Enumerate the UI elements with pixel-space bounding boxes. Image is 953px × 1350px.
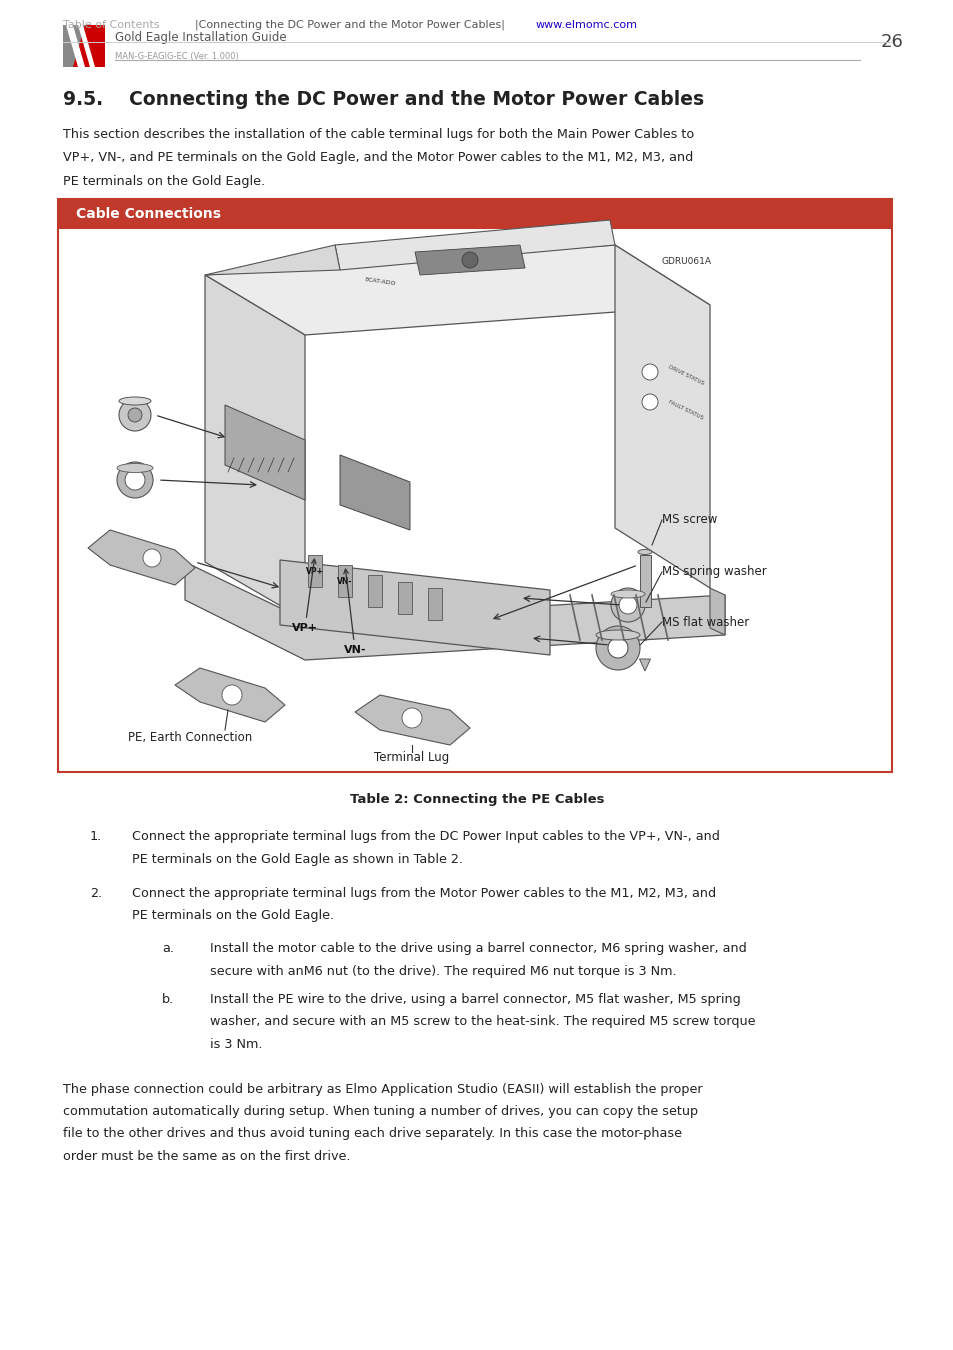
Polygon shape xyxy=(337,566,352,597)
Text: The phase connection could be arbitrary as Elmo Application Studio (EASII) will : The phase connection could be arbitrary … xyxy=(63,1083,702,1095)
Ellipse shape xyxy=(638,549,651,555)
Text: GDRU061A: GDRU061A xyxy=(661,258,711,266)
Polygon shape xyxy=(174,668,285,722)
Text: www.elmomc.com: www.elmomc.com xyxy=(536,20,638,30)
Polygon shape xyxy=(428,589,441,620)
Ellipse shape xyxy=(117,463,152,472)
Polygon shape xyxy=(225,405,305,500)
Circle shape xyxy=(128,408,142,423)
Text: Table of Contents: Table of Contents xyxy=(63,20,159,30)
Bar xyxy=(639,555,650,608)
Text: MS screw: MS screw xyxy=(661,513,717,526)
Text: is 3 Nm.: is 3 Nm. xyxy=(210,1038,262,1052)
Text: 9.5.    Connecting the DC Power and the Motor Power Cables: 9.5. Connecting the DC Power and the Mot… xyxy=(63,90,703,109)
Bar xyxy=(58,198,891,772)
Circle shape xyxy=(641,394,658,410)
Text: Gold Eagle Installation Guide: Gold Eagle Installation Guide xyxy=(115,31,286,43)
Text: Install the PE wire to the drive, using a barrel connector, M5 flat washer, M5 s: Install the PE wire to the drive, using … xyxy=(210,994,740,1006)
Circle shape xyxy=(618,595,637,614)
Circle shape xyxy=(117,462,152,498)
Text: a.: a. xyxy=(162,942,173,954)
Text: b.: b. xyxy=(162,994,174,1006)
Circle shape xyxy=(222,684,242,705)
Text: MS flat washer: MS flat washer xyxy=(661,616,748,629)
Polygon shape xyxy=(73,26,105,68)
Text: Connect the appropriate terminal lugs from the DC Power Input cables to the VP+,: Connect the appropriate terminal lugs fr… xyxy=(132,830,720,842)
Text: VN-: VN- xyxy=(343,570,366,655)
Text: |Connecting the DC Power and the Motor Power Cables|: |Connecting the DC Power and the Motor P… xyxy=(188,20,504,30)
Text: secure with anM6 nut (to the drive). The required M6 nut torque is 3 Nm.: secure with anM6 nut (to the drive). The… xyxy=(210,964,676,977)
Circle shape xyxy=(596,626,639,670)
Circle shape xyxy=(143,549,161,567)
Text: VP+: VP+ xyxy=(292,559,317,633)
Bar xyxy=(58,198,891,230)
Polygon shape xyxy=(368,575,381,608)
Polygon shape xyxy=(78,26,95,68)
Text: PE terminals on the Gold Eagle.: PE terminals on the Gold Eagle. xyxy=(63,176,265,188)
Text: ECAT-ADO: ECAT-ADO xyxy=(364,277,395,286)
Text: order must be the same as on the first drive.: order must be the same as on the first d… xyxy=(63,1150,350,1162)
Text: Cable Connections: Cable Connections xyxy=(76,207,221,221)
Ellipse shape xyxy=(596,630,639,640)
Text: Terminal Lug: Terminal Lug xyxy=(374,752,449,764)
Text: MAN-G-EAGIG-EC (Ver. 1.000): MAN-G-EAGIG-EC (Ver. 1.000) xyxy=(115,53,238,62)
Polygon shape xyxy=(339,455,410,531)
Text: PE terminals on the Gold Eagle as shown in Table 2.: PE terminals on the Gold Eagle as shown … xyxy=(132,852,462,865)
Polygon shape xyxy=(335,220,615,270)
Circle shape xyxy=(401,707,421,728)
Text: commutation automatically during setup. When tuning a number of drives, you can : commutation automatically during setup. … xyxy=(63,1106,698,1118)
Text: FAULT STATUS: FAULT STATUS xyxy=(667,400,703,421)
Text: Table 2: Connecting the PE Cables: Table 2: Connecting the PE Cables xyxy=(350,792,603,806)
Circle shape xyxy=(461,252,477,269)
Text: Connect the appropriate terminal lugs from the Motor Power cables to the M1, M2,: Connect the appropriate terminal lugs fr… xyxy=(132,887,716,900)
Text: This section describes the installation of the cable terminal lugs for both the : This section describes the installation … xyxy=(63,128,694,140)
Text: 26: 26 xyxy=(880,32,902,51)
Text: VP+: VP+ xyxy=(306,567,324,575)
Circle shape xyxy=(610,589,644,622)
Polygon shape xyxy=(397,582,412,614)
Text: PE, Earth Connection: PE, Earth Connection xyxy=(128,732,252,744)
Polygon shape xyxy=(709,589,724,634)
Text: VP+, VN-, and PE terminals on the Gold Eagle, and the Motor Power cables to the : VP+, VN-, and PE terminals on the Gold E… xyxy=(63,151,693,165)
Ellipse shape xyxy=(119,397,151,405)
Circle shape xyxy=(125,470,145,490)
Polygon shape xyxy=(639,659,650,671)
Polygon shape xyxy=(205,275,305,620)
Polygon shape xyxy=(205,244,339,275)
Text: PE terminals on the Gold Eagle.: PE terminals on the Gold Eagle. xyxy=(132,910,334,922)
Polygon shape xyxy=(355,695,470,745)
Text: DRIVE STATUS: DRIVE STATUS xyxy=(667,364,704,386)
Circle shape xyxy=(119,400,151,431)
Polygon shape xyxy=(615,244,709,589)
Text: VN-: VN- xyxy=(337,576,353,586)
Polygon shape xyxy=(280,560,550,655)
Ellipse shape xyxy=(610,590,644,598)
Polygon shape xyxy=(88,531,194,585)
Bar xyxy=(63,26,105,68)
Polygon shape xyxy=(66,26,85,68)
Text: washer, and secure with an M5 screw to the heat-sink. The required M5 screw torq: washer, and secure with an M5 screw to t… xyxy=(210,1015,755,1029)
Text: Install the motor cable to the drive using a barrel connector, M6 spring washer,: Install the motor cable to the drive usi… xyxy=(210,942,746,954)
Text: MS spring washer: MS spring washer xyxy=(661,566,766,579)
Polygon shape xyxy=(415,244,524,275)
Text: 2.: 2. xyxy=(90,887,102,900)
Polygon shape xyxy=(205,244,709,335)
Text: file to the other drives and thus avoid tuning each drive separately. In this ca: file to the other drives and thus avoid … xyxy=(63,1127,681,1141)
Text: 1.: 1. xyxy=(90,830,102,842)
Polygon shape xyxy=(308,555,322,587)
Circle shape xyxy=(641,364,658,379)
Polygon shape xyxy=(185,562,724,660)
Circle shape xyxy=(607,639,627,657)
